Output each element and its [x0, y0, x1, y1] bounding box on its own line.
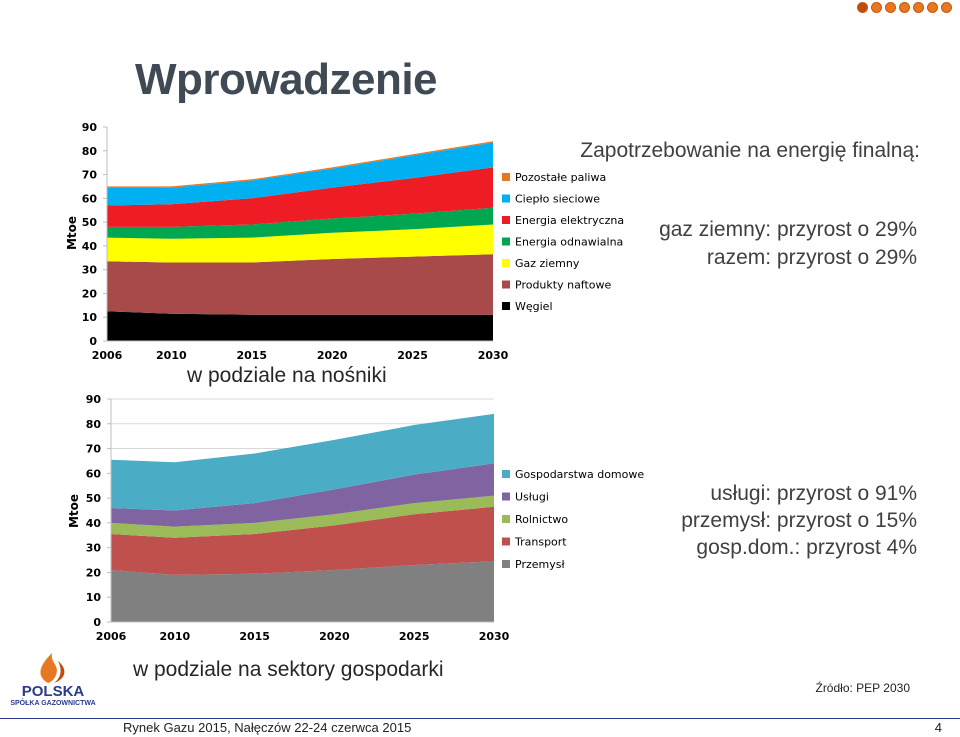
progress-dot	[941, 2, 952, 13]
x-tick-label: 2030	[479, 630, 510, 643]
y-tick-label: 20	[82, 287, 98, 300]
y-tick-label: 80	[82, 145, 98, 158]
area-series	[107, 167, 493, 227]
bottom-note-industry: przemysł: przyrost o 15%	[681, 509, 917, 532]
area-series	[107, 142, 493, 206]
legend-label: Ciepło sieciowe	[515, 193, 600, 206]
area-series	[111, 463, 494, 527]
y-tick-label: 50	[86, 492, 102, 505]
footer-bar	[0, 718, 960, 737]
y-tick-label: 60	[86, 467, 102, 480]
area-series	[111, 561, 494, 622]
legend-swatch	[502, 302, 510, 310]
x-tick-label: 2015	[239, 630, 270, 643]
bottom-note-households: gosp.dom.: przyrost 4%	[696, 536, 917, 559]
area-series	[107, 141, 493, 188]
y-axis-title: Mtoe	[65, 216, 79, 250]
legend-label: Produkty naftowe	[515, 279, 612, 292]
company-logo: POLSKA SPÓŁKA GAZOWNICTWA	[4, 645, 102, 711]
legend-swatch	[502, 216, 510, 224]
legend-swatch	[502, 470, 510, 478]
legend-swatch	[502, 515, 510, 523]
legend-swatch	[502, 237, 510, 246]
y-tick-label: 0	[89, 335, 97, 348]
y-tick-label: 90	[82, 121, 98, 134]
legend-label: Usługi	[515, 491, 549, 504]
x-tick-label: 2020	[319, 630, 350, 643]
y-tick-label: 40	[86, 517, 102, 530]
progress-dot	[885, 2, 896, 13]
legend-swatch	[502, 194, 510, 203]
legend-label: Transport	[514, 536, 567, 549]
legend-swatch	[502, 259, 510, 267]
footer-text: Rynek Gazu 2015, Nałęczów 22-24 czerwca …	[123, 720, 412, 735]
progress-dot	[913, 2, 924, 13]
x-tick-label: 2015	[236, 349, 267, 362]
y-tick-label: 0	[93, 616, 101, 629]
area-series	[107, 254, 493, 315]
x-tick-label: 2006	[92, 349, 123, 362]
legend-label: Węgiel	[515, 300, 553, 313]
legend-label: Gospodarstwa domowe	[515, 468, 644, 481]
slide-title: Wprowadzenie	[135, 55, 438, 104]
logo-name: POLSKA	[21, 683, 85, 700]
y-tick-label: 30	[86, 542, 102, 555]
area-series	[107, 207, 493, 239]
progress-dot	[857, 2, 868, 13]
flame-icon	[40, 653, 65, 683]
chart2-caption: w podziale na sektory gospodarki	[133, 658, 444, 681]
progress-dot	[899, 2, 910, 13]
legend-label: Przemysł	[515, 558, 565, 571]
progress-dot	[927, 2, 938, 13]
x-tick-label: 2025	[397, 349, 428, 362]
y-tick-label: 90	[86, 393, 102, 406]
legend-swatch	[502, 537, 510, 546]
top-note-total: razem: przyrost o 29%	[706, 246, 917, 269]
y-tick-label: 30	[82, 264, 98, 277]
y-tick-label: 10	[82, 311, 98, 324]
area-series	[107, 224, 493, 263]
area-series	[107, 311, 493, 341]
legend-swatch	[502, 173, 510, 181]
slide-progress-dots	[857, 2, 952, 13]
source-note: Źródło: PEP 2030	[815, 681, 910, 695]
x-tick-label: 2006	[96, 630, 127, 643]
legend-swatch	[502, 492, 510, 501]
y-tick-label: 20	[86, 566, 102, 579]
chart1-caption: w podziale na nośniki	[187, 364, 387, 387]
y-tick-label: 70	[82, 169, 98, 182]
x-tick-label: 2010	[160, 630, 191, 643]
top-note-heading: Zapotrzebowanie na energię finalną:	[580, 139, 920, 162]
x-tick-label: 2025	[399, 630, 430, 643]
y-axis-title: Mtoe	[67, 494, 81, 528]
y-tick-label: 80	[86, 418, 102, 431]
area-series	[111, 495, 494, 538]
bottom-note-services: usługi: przyrost o 91%	[710, 482, 917, 505]
y-tick-label: 60	[82, 192, 98, 205]
x-tick-label: 2010	[156, 349, 187, 362]
y-tick-label: 10	[86, 591, 102, 604]
legend-swatch	[502, 560, 510, 568]
y-tick-label: 70	[86, 443, 102, 456]
y-tick-label: 50	[82, 216, 98, 229]
logo-subtitle: SPÓŁKA GAZOWNICTWA	[10, 700, 96, 707]
area-series	[111, 506, 494, 575]
top-note-gas: gaz ziemny: przyrost o 29%	[659, 218, 917, 241]
area-series	[111, 413, 494, 511]
legend-label: Energia elektryczna	[515, 214, 624, 227]
legend-label: Rolnictwo	[515, 513, 568, 526]
x-tick-label: 2020	[317, 349, 348, 362]
progress-dot	[871, 2, 882, 13]
x-tick-label: 2030	[478, 349, 509, 362]
legend-label: Gaz ziemny	[515, 257, 580, 270]
legend-label: Pozostałe paliwa	[515, 171, 606, 184]
page-number: 4	[934, 720, 942, 735]
legend-label: Energia odnawialna	[515, 236, 623, 249]
y-tick-label: 40	[82, 240, 98, 253]
legend-swatch	[502, 280, 510, 289]
